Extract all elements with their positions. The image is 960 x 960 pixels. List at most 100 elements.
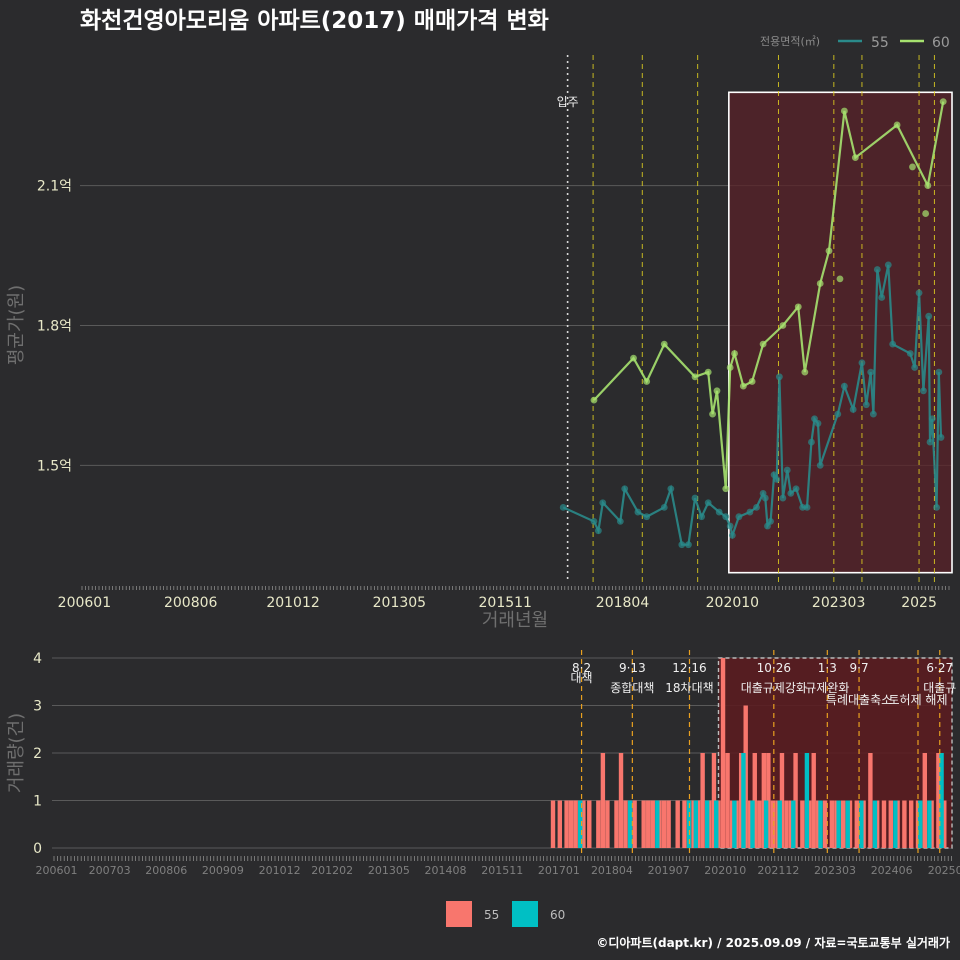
series-point-60 [704, 368, 712, 376]
volume-bar-55 [806, 800, 812, 848]
volume-bar-55 [600, 753, 606, 848]
series-point-55 [726, 522, 734, 530]
series-point-55 [643, 513, 651, 521]
volume-bar-55 [811, 753, 816, 848]
series-point-60 [939, 98, 947, 106]
series-point-55 [685, 541, 692, 549]
series-point-55 [873, 266, 881, 273]
policy-text-label: 대책 [571, 670, 593, 685]
policy-text-label: 대출규제강화 [741, 681, 807, 695]
policy-text-label: 대출규 [923, 681, 956, 695]
bottom-x-tick-label: 201907 [648, 864, 690, 877]
volume-bar-55 [729, 800, 735, 848]
series-point-55 [869, 410, 877, 418]
volume-bar-60 [818, 800, 823, 848]
volume-bar-55 [793, 753, 798, 848]
volume-bar-55 [581, 800, 586, 848]
volume-bar-60 [927, 800, 932, 848]
volume-bar-60 [704, 800, 710, 848]
volume-bar-55 [816, 800, 821, 848]
series-point-60 [840, 107, 848, 115]
series-point-60 [801, 368, 809, 376]
volume-bar-60 [655, 800, 660, 848]
volume-bar-60 [693, 800, 699, 848]
volume-bar-55 [908, 800, 914, 848]
top-y-tick-label: 2.1억 [37, 179, 72, 195]
series-point-55 [779, 494, 787, 502]
volume-bar-55 [761, 753, 767, 848]
volume-bar-60 [750, 800, 755, 848]
volume-bar-60 [918, 800, 923, 848]
top-series [559, 98, 947, 549]
bottom-y-tick-label: 4 [33, 651, 42, 667]
series-point-55 [834, 410, 842, 418]
volume-bar-55 [936, 753, 941, 848]
bottom-legend-swatch-60 [512, 901, 538, 927]
policy-date-label: 9·13 [619, 661, 646, 675]
series-point-55 [840, 382, 848, 390]
top-x-tick-label: 202303 [812, 595, 865, 611]
series-point-55 [811, 415, 818, 423]
top-x-tick-label: 201804 [596, 595, 650, 611]
top-legend: 전용면적(㎡) 55 60 [760, 35, 950, 51]
bottom-x-tick-label: 201804 [591, 864, 633, 877]
series-point-55 [775, 373, 783, 381]
bottom-legend-label-60: 60 [550, 908, 565, 922]
volume-bar-55 [743, 705, 748, 848]
volume-bar-60 [777, 800, 782, 848]
policy-date-label: 10·26 [757, 661, 791, 675]
volume-bar-55 [661, 800, 667, 848]
volume-bar-55 [757, 800, 762, 848]
policy-date-label: 1·3 [818, 661, 837, 675]
volume-bar-55 [650, 800, 655, 848]
series-point-55 [867, 368, 875, 376]
series-point-55 [773, 475, 781, 483]
series-point-55 [787, 489, 795, 497]
series-point-60 [816, 280, 824, 287]
volume-bar-55 [568, 800, 574, 848]
volume-bar-60 [872, 800, 878, 848]
volume-bar-55 [942, 800, 947, 848]
volume-bar-55 [716, 800, 721, 848]
volume-bar-55 [587, 800, 592, 848]
policy-text-label: 토허제 해제 [888, 693, 947, 707]
volume-bar-55 [766, 753, 771, 848]
volume-bar-55 [829, 800, 835, 848]
volume-bar-55 [874, 800, 880, 848]
series-point-60 [893, 121, 901, 129]
series-point-55 [698, 513, 706, 521]
series-point-55 [915, 289, 923, 297]
volume-bar-60 [939, 753, 944, 848]
series-point-55 [660, 503, 668, 511]
top-x-tick-label: 200601 [58, 595, 111, 611]
volume-bar-55 [738, 753, 744, 848]
bottom-bars [550, 658, 947, 848]
series-point-55 [746, 508, 754, 516]
bottom-legend-label-55: 55 [484, 908, 499, 922]
series-point-60 [722, 485, 730, 493]
series-point-55 [634, 508, 642, 516]
series-point-55 [559, 503, 567, 511]
volume-bar-55 [557, 800, 563, 848]
bottom-x-tick-label: 202303 [814, 864, 856, 877]
series-point-55 [849, 406, 857, 413]
series-point-55 [621, 485, 629, 493]
series-point-55 [590, 517, 598, 525]
bottom-policy-lines [580, 650, 941, 856]
volume-bar-55 [788, 800, 794, 848]
bottom-y-tick-label: 2 [33, 746, 42, 762]
series-point-60 [825, 247, 833, 255]
bottom-x-tick-label: 201202 [311, 864, 353, 877]
series-point-55 [722, 513, 730, 521]
series-point-55 [728, 531, 736, 539]
series-point-60 [691, 373, 699, 381]
series-point-55 [594, 527, 602, 535]
bottom-x-tick-label: 202112 [757, 864, 799, 877]
series-point-60 [731, 350, 738, 357]
series-point-60 [709, 410, 716, 418]
source-caption: ©디아파트(dapt.kr) / 2025.09.09 / 자료=국토교통부 실… [596, 935, 950, 950]
series-point-55 [808, 438, 815, 446]
volume-bar-60 [578, 800, 583, 848]
volume-bar-55 [902, 800, 907, 848]
volume-bar-55 [675, 800, 680, 848]
